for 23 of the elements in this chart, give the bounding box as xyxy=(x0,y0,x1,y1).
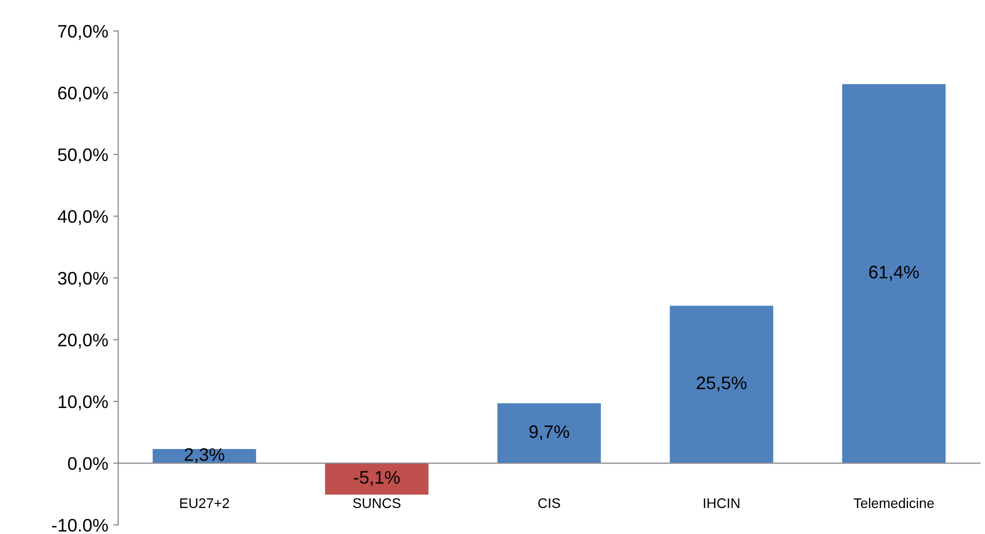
y-tick-label: 70,0% xyxy=(58,24,108,40)
y-tick-label: 30,0% xyxy=(58,272,108,287)
y-tick-label: 50,0% xyxy=(58,148,108,164)
data-label: 61,4% xyxy=(869,266,919,281)
x-tick-label: EU27+2 xyxy=(180,498,229,508)
y-tick-label: -10.0% xyxy=(52,518,108,532)
data-label: 25,5% xyxy=(696,376,746,392)
bar xyxy=(670,306,774,464)
bar xyxy=(497,403,601,464)
y-tick-label: 60,0% xyxy=(58,86,108,102)
data-label: 9,7% xyxy=(529,425,570,440)
x-tick-label: CIS xyxy=(538,498,560,508)
bar xyxy=(842,84,946,464)
y-tick-label: 0,0% xyxy=(68,457,108,472)
y-tick-label: 20,0% xyxy=(58,334,108,349)
y-tick-label: 40,0% xyxy=(58,210,108,226)
x-tick-label: IHCIN xyxy=(704,498,740,508)
x-tick-label: SUNCS xyxy=(353,498,400,508)
data-label: 2,3% xyxy=(184,448,224,464)
x-tick-label: Telemedicine xyxy=(854,498,934,508)
data-label: -5,1% xyxy=(354,471,400,486)
bar xyxy=(325,463,428,495)
y-tick-label: 10,0% xyxy=(58,395,108,410)
